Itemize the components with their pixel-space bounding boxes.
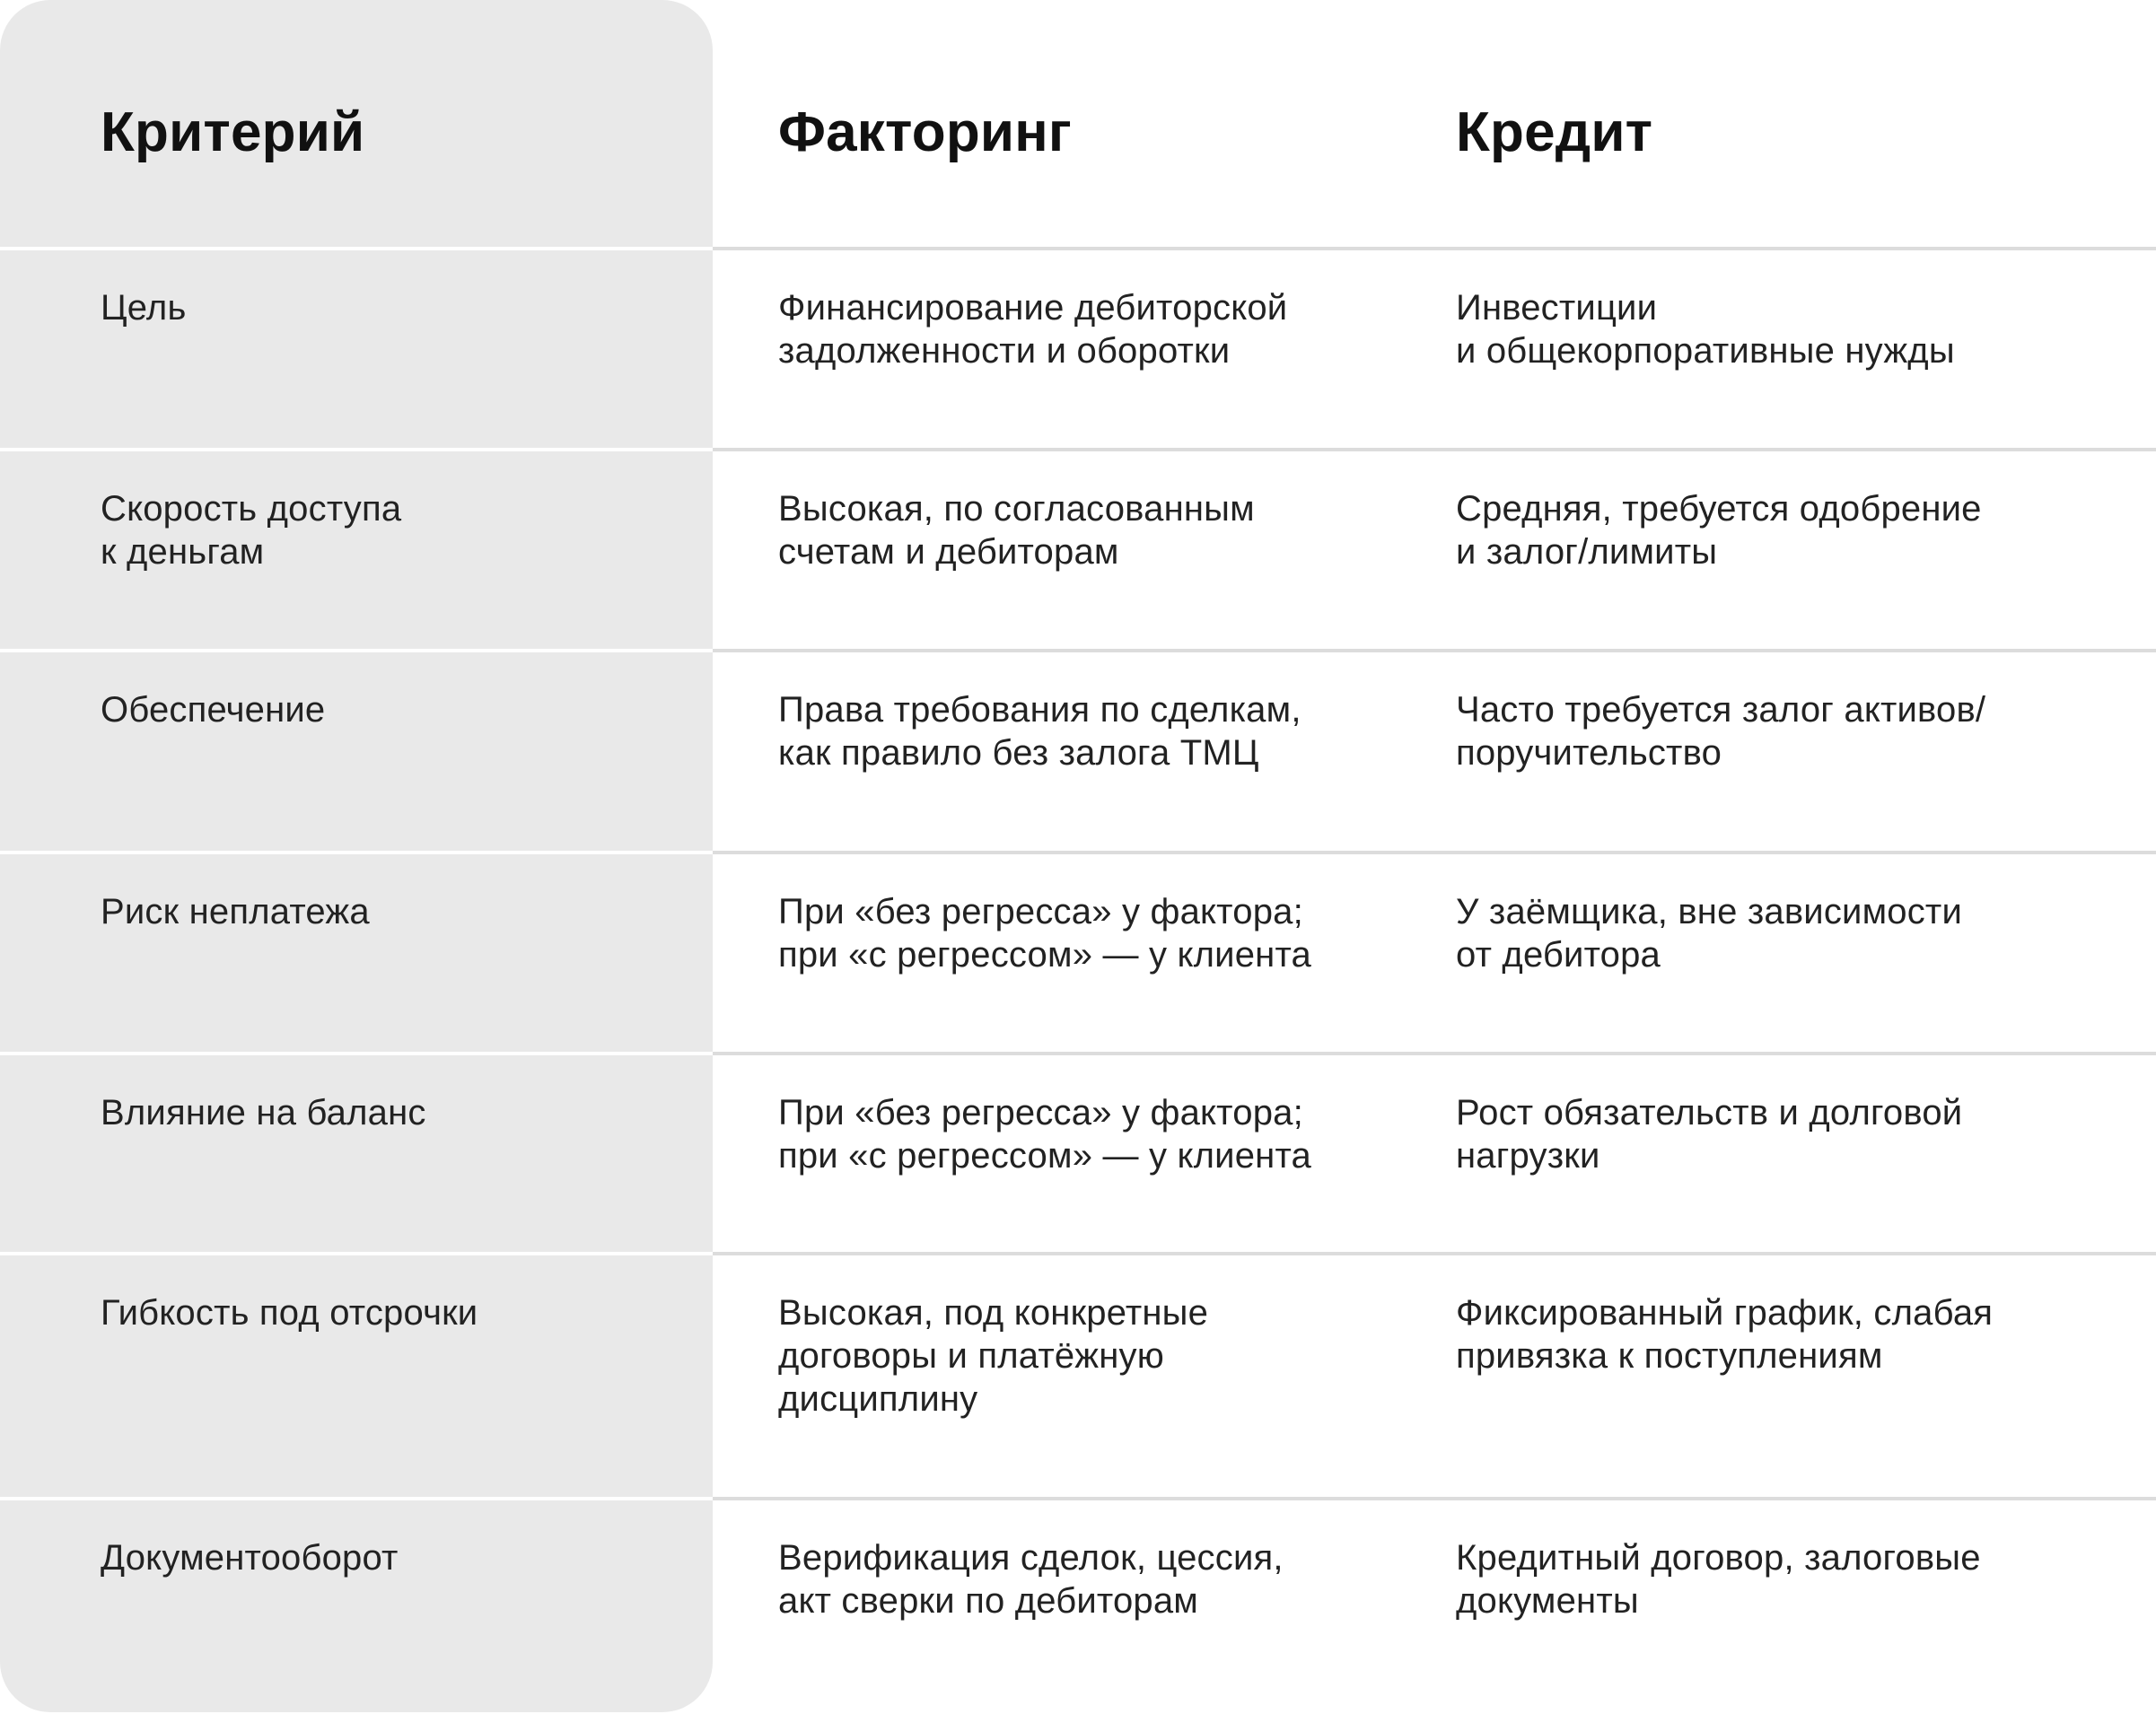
- row-divider-gap: [0, 1252, 713, 1255]
- cell-criterion: Влияние на баланс: [101, 1093, 426, 1132]
- row-divider: [0, 1252, 2156, 1255]
- row-divider-gap: [0, 247, 713, 250]
- table-row: Цель Финансирование дебиторской задолженн…: [0, 250, 2156, 451]
- cell-credit: Инвестиции и общекорпоративные нужды: [1456, 288, 1955, 371]
- table-row: Риск неплатежа При «без регресса» у факто…: [0, 854, 2156, 1055]
- cell-criterion: Документооборот: [101, 1538, 399, 1578]
- criterion-column-background: [0, 0, 713, 1712]
- row-divider-gap: [0, 851, 713, 854]
- table-row: Скорость доступа к деньгам Высокая, по со…: [0, 451, 2156, 652]
- header-criterion: Критерий: [101, 101, 365, 163]
- cell-factoring: При «без регресса» у фактора; при «с рег…: [778, 1093, 1311, 1176]
- cell-factoring: Высокая, под конкретные договоры и платё…: [778, 1293, 1209, 1419]
- cell-criterion: Гибкость под отсрочки: [101, 1293, 478, 1333]
- row-divider: [0, 247, 2156, 250]
- cell-credit: Рост обязательств и долговой нагрузки: [1456, 1093, 1963, 1176]
- table-header: Критерий Факторинг Кредит: [0, 0, 2156, 249]
- cell-credit: Часто требуется залог активов/ поручител…: [1456, 690, 1986, 773]
- row-divider-gap: [0, 448, 713, 451]
- table-row: Влияние на баланс При «без регресса» у фа…: [0, 1055, 2156, 1255]
- row-divider: [0, 851, 2156, 854]
- row-divider: [0, 649, 2156, 652]
- cell-credit: У заёмщика, вне зависимости от дебитора: [1456, 892, 1962, 975]
- row-divider-gap: [0, 649, 713, 652]
- row-divider: [0, 448, 2156, 451]
- cell-criterion: Цель: [101, 288, 187, 328]
- header-factoring: Факторинг: [778, 101, 1072, 163]
- cell-factoring: Высокая, по согласованным счетам и дебит…: [778, 489, 1255, 572]
- cell-credit: Кредитный договор, залоговые документы: [1456, 1538, 1981, 1621]
- cell-criterion: Скорость доступа к деньгам: [101, 489, 402, 572]
- cell-credit: Фиксированный график, слабая привязка к …: [1456, 1293, 1994, 1376]
- table-row: Документооборот Верификация сделок, цесси…: [0, 1500, 2156, 1714]
- header-credit: Кредит: [1456, 101, 1653, 163]
- table-row: Гибкость под отсрочки Высокая, под конкре…: [0, 1255, 2156, 1500]
- cell-factoring: Верификация сделок, цессия, акт сверки п…: [778, 1538, 1284, 1621]
- table-row: Обеспечение Права требования по сделкам, …: [0, 652, 2156, 854]
- cell-factoring: При «без регресса» у фактора; при «с рег…: [778, 892, 1311, 975]
- cell-factoring: Финансирование дебиторской задолженности…: [778, 288, 1288, 371]
- row-divider: [0, 1052, 2156, 1055]
- cell-criterion: Риск неплатежа: [101, 892, 370, 931]
- cell-credit: Средняя, требуется одобрение и залог/лим…: [1456, 489, 1982, 572]
- cell-factoring: Права требования по сделкам, как правило…: [778, 690, 1301, 773]
- row-divider-gap: [0, 1052, 713, 1055]
- row-divider: [0, 1497, 2156, 1500]
- cell-criterion: Обеспечение: [101, 690, 326, 730]
- row-divider-gap: [0, 1497, 713, 1500]
